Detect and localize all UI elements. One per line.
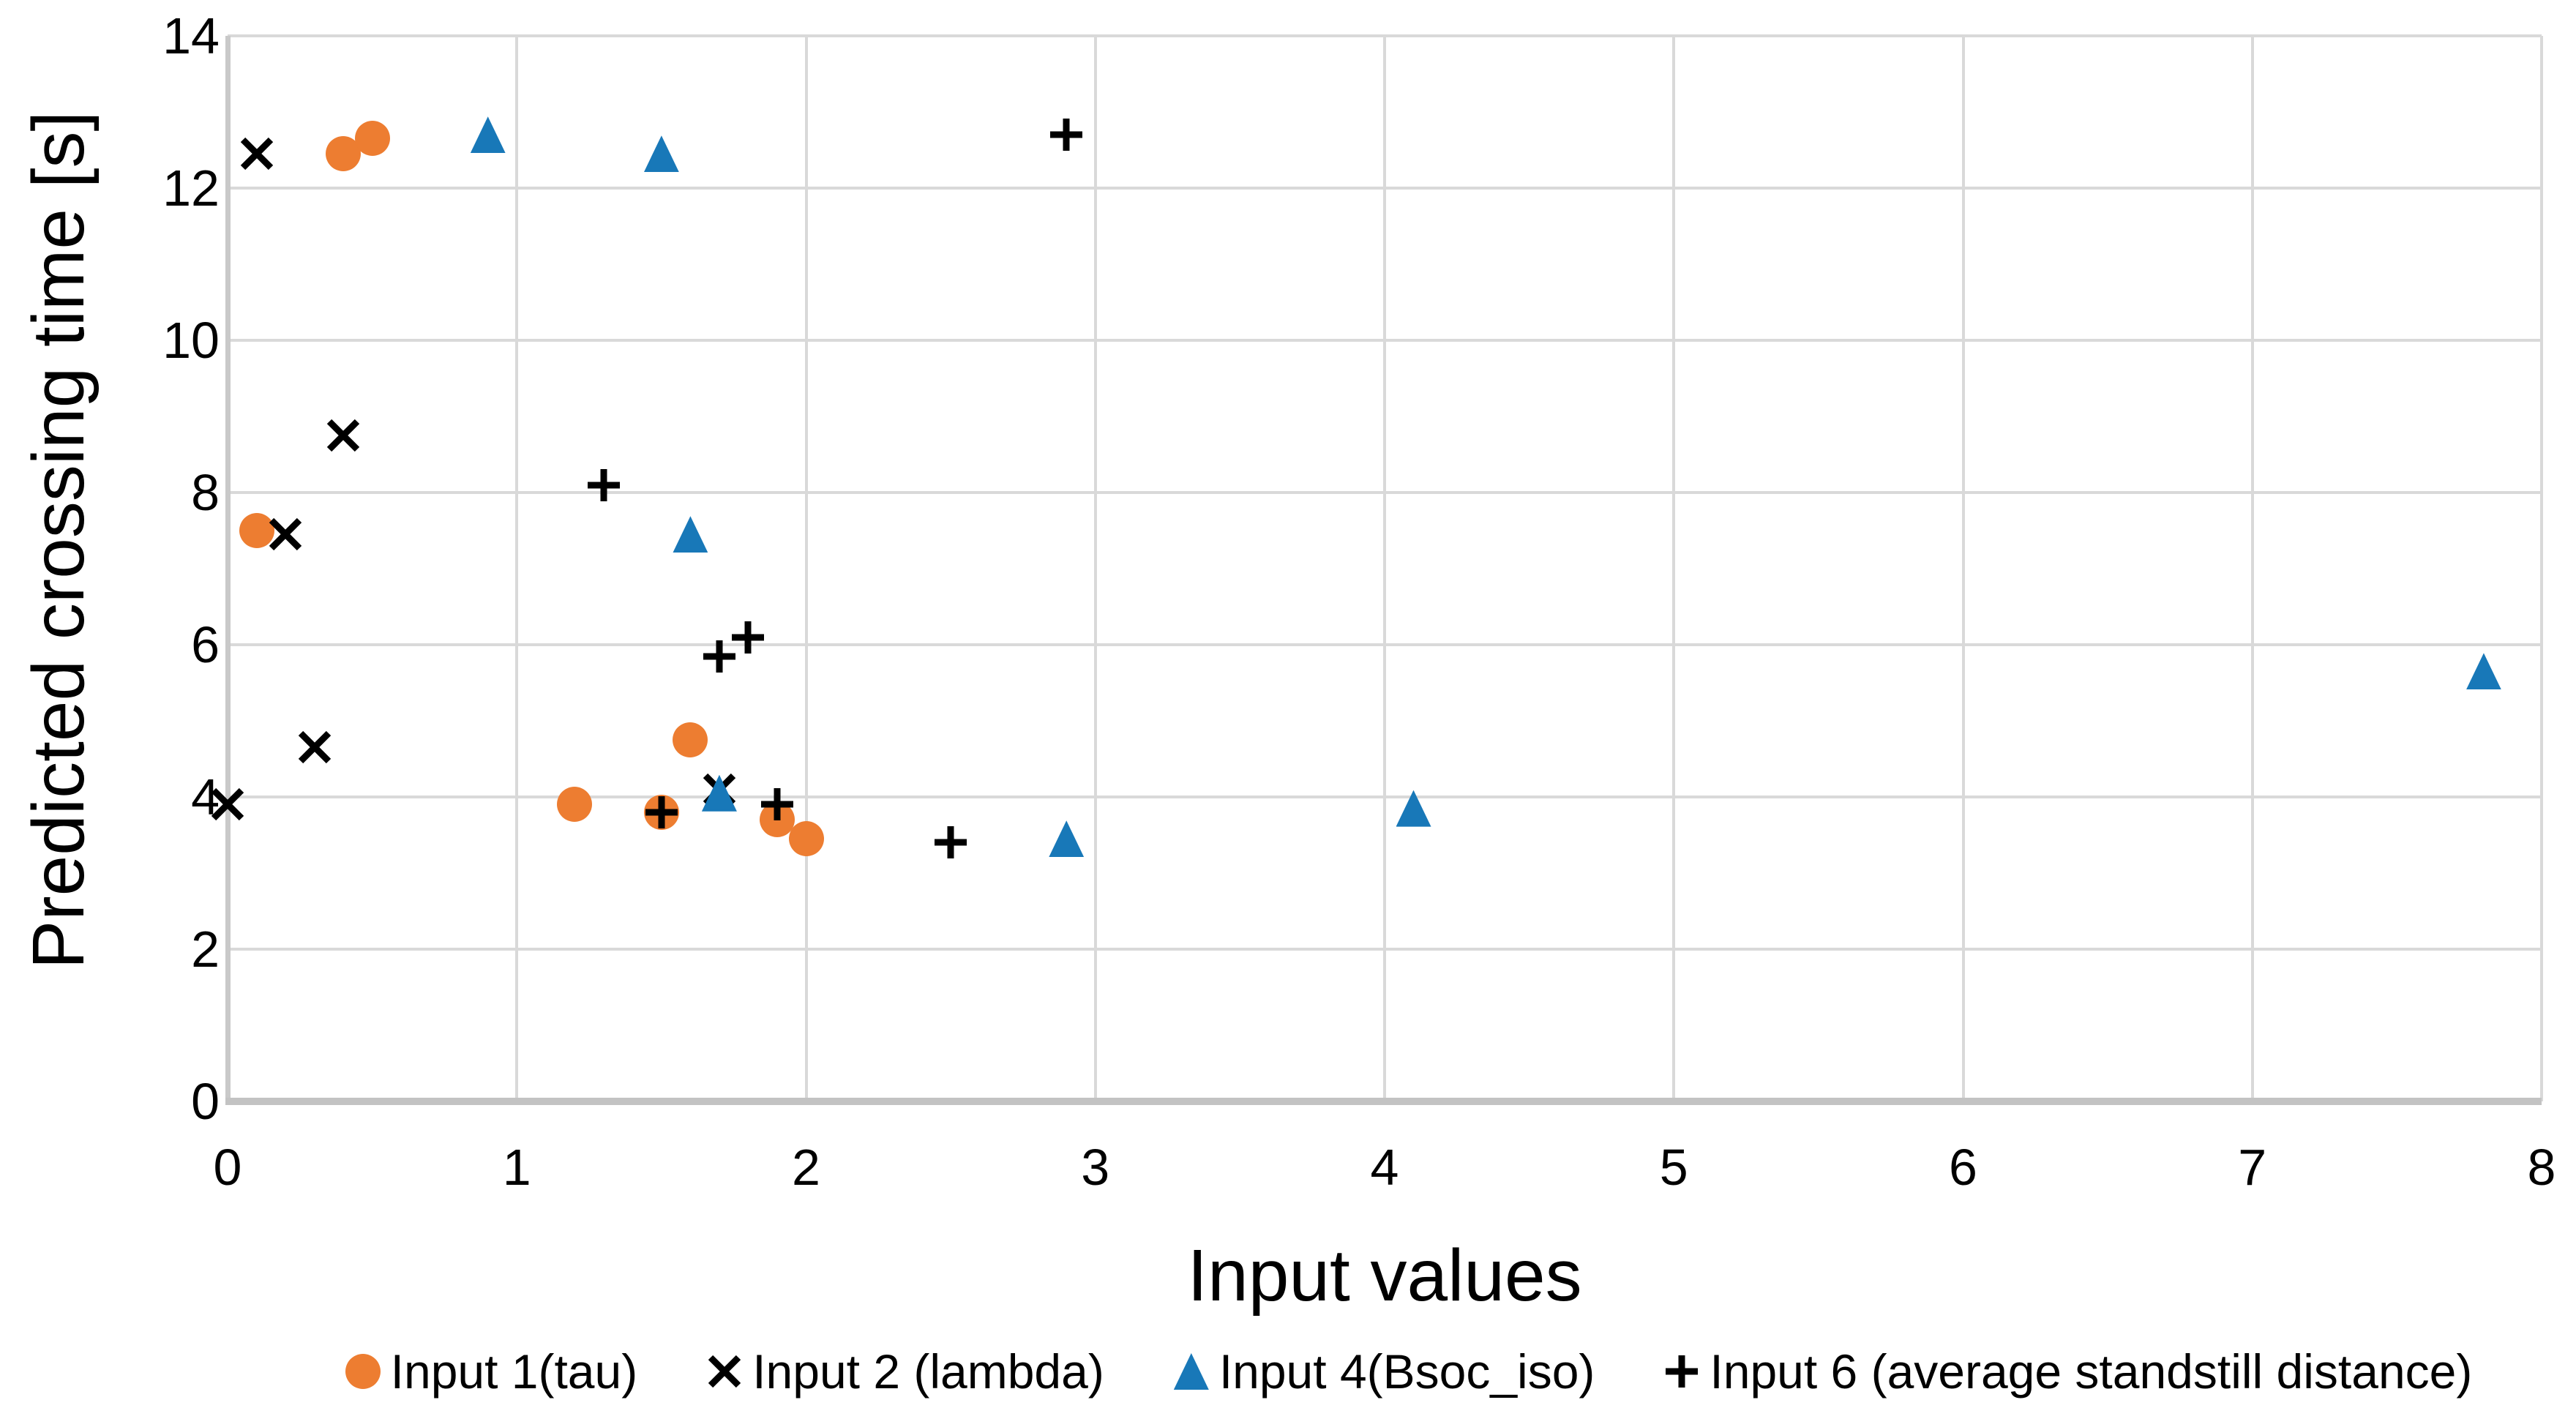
data-point — [2465, 653, 2501, 690]
triangle-marker — [643, 135, 679, 173]
y-tick-label: 8 — [191, 464, 220, 521]
data-point — [1049, 117, 1084, 152]
data-point — [326, 418, 361, 453]
plus-marker — [1049, 117, 1084, 152]
plus-marker — [702, 639, 737, 674]
legend-label: Input 6 (average standstill distance) — [1710, 1344, 2473, 1399]
triangle-marker — [1396, 790, 1431, 827]
x-tick-label: 3 — [1081, 1139, 1110, 1196]
plus-marker — [586, 468, 621, 503]
x-tick-label: 1 — [502, 1139, 531, 1196]
x-tick-label: 8 — [2527, 1139, 2556, 1196]
gridline-vertical — [515, 36, 519, 1101]
legend-marker-x — [707, 1354, 742, 1389]
legend-item: Input 2 (lambda) — [707, 1346, 1104, 1397]
plus-marker — [644, 795, 679, 830]
x-marker — [268, 517, 303, 552]
y-tick-label: 10 — [162, 312, 220, 369]
triangle-marker — [2465, 653, 2501, 690]
legend-item: Input 4(Bsoc_iso) — [1173, 1344, 1595, 1399]
data-point — [586, 468, 621, 503]
gridline-vertical — [1961, 36, 1965, 1101]
plus-marker — [933, 825, 968, 860]
legend-label: Input 1(tau) — [390, 1344, 638, 1399]
data-point — [297, 730, 332, 765]
gridline-vertical — [2250, 36, 2254, 1101]
data-point — [673, 722, 708, 757]
x-marker — [326, 418, 361, 453]
circle-marker — [345, 1354, 381, 1389]
data-point — [1396, 790, 1431, 827]
legend-marker-triangle — [1173, 1353, 1209, 1390]
data-point — [268, 517, 303, 552]
x-marker — [210, 787, 245, 822]
gridline-vertical — [804, 36, 808, 1101]
x-tick-label: 6 — [1949, 1139, 1977, 1196]
triangle-marker — [701, 774, 737, 812]
x-tick-label: 2 — [792, 1139, 820, 1196]
data-point — [239, 136, 274, 171]
data-point — [1049, 820, 1085, 858]
y-axis-line — [225, 36, 231, 1101]
y-tick-label: 0 — [191, 1073, 220, 1130]
x-tick-label: 4 — [1370, 1139, 1399, 1196]
triangle-marker — [1049, 820, 1085, 858]
plus-marker — [1664, 1354, 1699, 1389]
y-tick-label: 4 — [191, 768, 220, 825]
legend-label: Input 2 (lambda) — [752, 1344, 1104, 1399]
data-point — [354, 121, 390, 157]
data-point — [239, 513, 274, 548]
circle-marker — [354, 121, 390, 157]
circle-marker — [239, 513, 274, 548]
x-tick-label: 7 — [2238, 1139, 2267, 1196]
legend: Input 1(tau) Input 2 (lambda) Input 4(Bsoc… — [242, 1335, 2576, 1408]
circle-marker — [788, 821, 824, 857]
plot-area — [211, 34, 2543, 1105]
x-tick-label: 0 — [213, 1139, 242, 1196]
y-tick-label: 2 — [191, 921, 220, 978]
data-point — [470, 116, 506, 154]
data-point — [673, 516, 708, 553]
legend-item: Input 6 (average standstill distance) — [1664, 1346, 2472, 1397]
triangle-marker — [470, 116, 506, 154]
x-axis-title: Input values — [1187, 1235, 1582, 1317]
x-marker — [707, 1354, 742, 1389]
x-tick-label: 5 — [1659, 1139, 1688, 1196]
data-point — [210, 787, 245, 822]
y-tick-label: 12 — [162, 160, 220, 217]
data-point — [643, 135, 679, 173]
gridline-vertical — [1383, 36, 1386, 1101]
gridline-vertical — [2540, 36, 2543, 1101]
y-tick-label: 14 — [162, 7, 220, 64]
circle-marker — [673, 722, 708, 757]
legend-marker-plus — [1664, 1354, 1699, 1389]
triangle-marker — [673, 516, 708, 553]
legend-item: Input 1(tau) — [345, 1344, 638, 1399]
legend-label: Input 4(Bsoc_iso) — [1218, 1344, 1595, 1399]
gridline-vertical — [1093, 36, 1097, 1101]
y-axis-title: Predicted crossing time [s] — [18, 111, 100, 970]
data-point — [788, 821, 824, 857]
data-point — [644, 795, 679, 830]
data-point — [760, 787, 795, 822]
plus-marker — [760, 787, 795, 822]
circle-marker — [557, 787, 593, 823]
y-tick-label: 6 — [191, 616, 220, 673]
gridline-vertical — [1672, 36, 1676, 1101]
legend-marker-circle — [345, 1354, 381, 1389]
plus-marker — [730, 620, 765, 655]
data-point — [933, 825, 968, 860]
x-marker — [297, 730, 332, 765]
x-marker — [239, 136, 274, 171]
x-axis-line — [225, 1098, 2542, 1105]
data-point — [701, 774, 737, 812]
data-point — [702, 639, 737, 674]
data-point — [730, 620, 765, 655]
triangle-marker — [1173, 1353, 1209, 1390]
data-point — [557, 787, 593, 823]
